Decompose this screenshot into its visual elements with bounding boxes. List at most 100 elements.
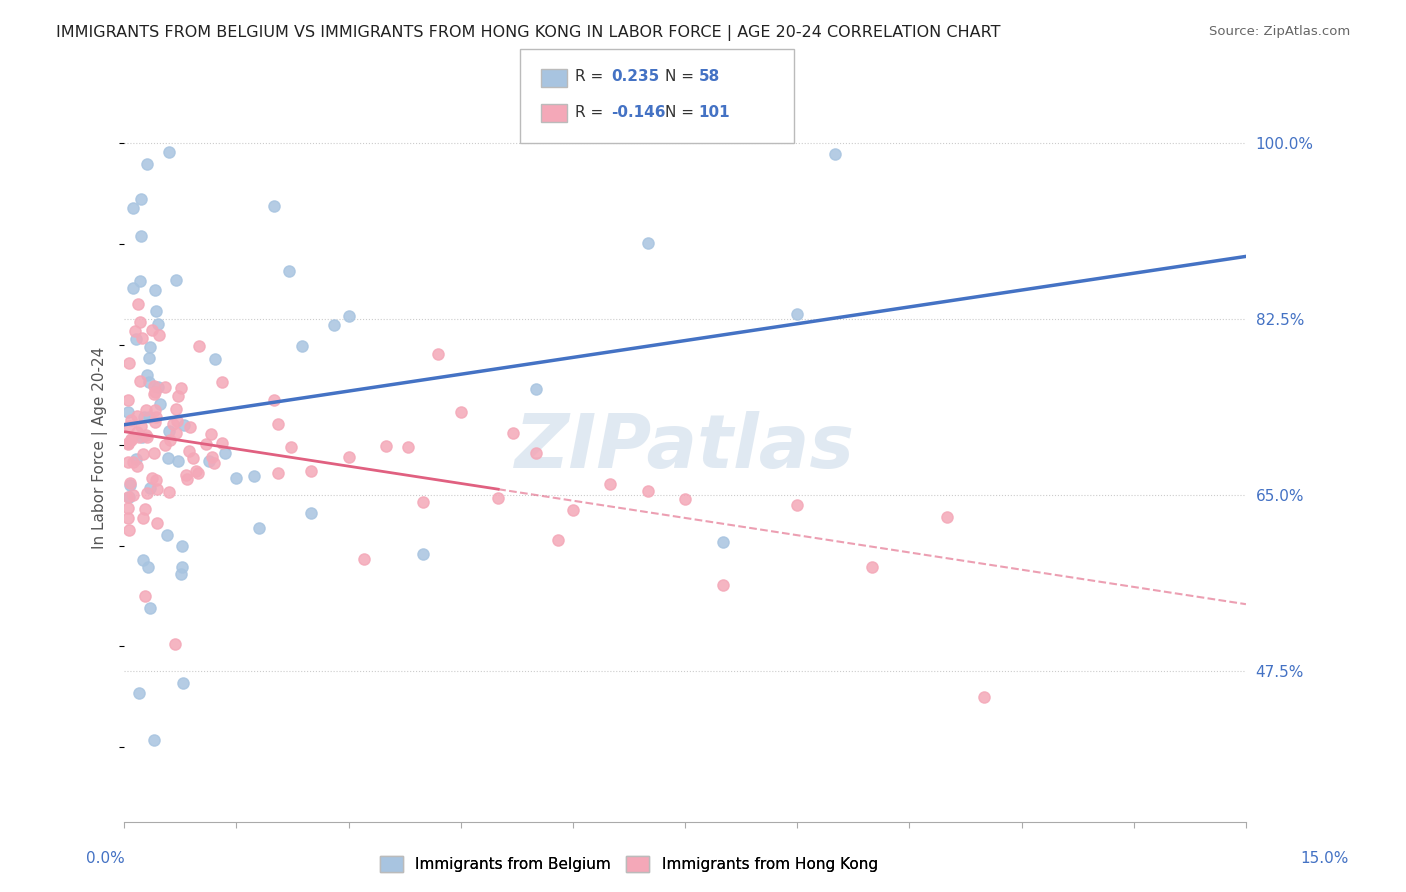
Point (170, 381, 193, 395)
Point (486, 491, 509, 505)
Point (159, 433, 181, 447)
Point (117, 436, 139, 450)
Point (412, 494, 434, 508)
Point (143, 446, 166, 460)
Point (148, 380, 170, 394)
Point (145, 403, 167, 417)
Point (129, 419, 152, 434)
Point (134, 502, 156, 516)
Point (162, 417, 184, 431)
Point (131, 430, 153, 444)
Point (637, 235, 659, 250)
Point (132, 447, 155, 461)
Point (131, 331, 153, 345)
Point (202, 456, 225, 470)
Point (299, 464, 322, 478)
Point (173, 417, 195, 432)
Point (167, 389, 190, 403)
Point (134, 410, 156, 425)
Point (165, 402, 187, 417)
Point (148, 317, 170, 331)
Point (353, 552, 375, 566)
Text: ZIPatlas: ZIPatlas (515, 411, 855, 484)
Point (118, 419, 141, 434)
Point (562, 503, 585, 517)
Point (125, 459, 148, 474)
Text: 0.0%: 0.0% (86, 851, 125, 865)
Point (198, 454, 221, 468)
Point (263, 392, 285, 407)
Point (450, 405, 472, 419)
Point (165, 273, 187, 287)
Point (121, 455, 143, 469)
Point (135, 427, 157, 442)
Legend: Immigrants from Belgium, Immigrants from Hong Kong: Immigrants from Belgium, Immigrants from… (374, 850, 884, 879)
Point (157, 485, 180, 500)
Point (163, 638, 186, 652)
Point (132, 511, 155, 525)
Point (299, 506, 322, 520)
Point (142, 733, 165, 747)
Point (267, 417, 290, 431)
Point (143, 415, 166, 429)
Point (143, 386, 166, 401)
Point (145, 410, 167, 425)
Point (398, 440, 420, 454)
Point (136, 430, 159, 444)
Point (128, 375, 150, 389)
Point (122, 280, 145, 294)
Point (120, 432, 142, 446)
Point (263, 199, 285, 213)
Point (157, 451, 180, 466)
Point (824, 147, 846, 161)
Point (117, 454, 139, 468)
Point (242, 469, 264, 483)
Point (179, 420, 201, 434)
Point (141, 471, 163, 485)
Point (172, 539, 194, 553)
Text: N =: N = (665, 105, 699, 120)
Point (337, 450, 360, 464)
Point (502, 426, 524, 441)
Point (143, 379, 166, 393)
Point (129, 192, 152, 206)
Point (146, 516, 169, 530)
Point (135, 485, 157, 500)
Point (127, 409, 149, 423)
Point (129, 274, 152, 288)
Point (211, 435, 233, 450)
Point (153, 438, 176, 452)
Point (375, 439, 398, 453)
Point (214, 446, 236, 460)
Point (141, 323, 163, 337)
Point (188, 339, 211, 353)
Point (711, 578, 734, 592)
Point (524, 445, 547, 459)
Point (139, 340, 162, 354)
Point (524, 382, 547, 396)
Point (128, 315, 150, 329)
Point (181, 451, 204, 466)
Text: R =: R = (575, 105, 609, 120)
Point (127, 297, 149, 311)
Point (267, 467, 290, 481)
Point (599, 477, 621, 491)
Point (120, 434, 142, 448)
Point (280, 440, 302, 454)
Point (204, 352, 226, 367)
Point (128, 430, 150, 444)
Point (117, 490, 139, 504)
Point (117, 392, 139, 407)
Point (117, 511, 139, 525)
Point (225, 470, 247, 484)
Point (135, 403, 157, 417)
Point (165, 426, 187, 441)
Point (117, 490, 139, 504)
Point (118, 478, 141, 492)
Point (195, 437, 218, 451)
Point (786, 307, 808, 321)
Point (673, 492, 696, 507)
Point (170, 559, 193, 574)
Point (145, 482, 167, 496)
Point (125, 332, 148, 346)
